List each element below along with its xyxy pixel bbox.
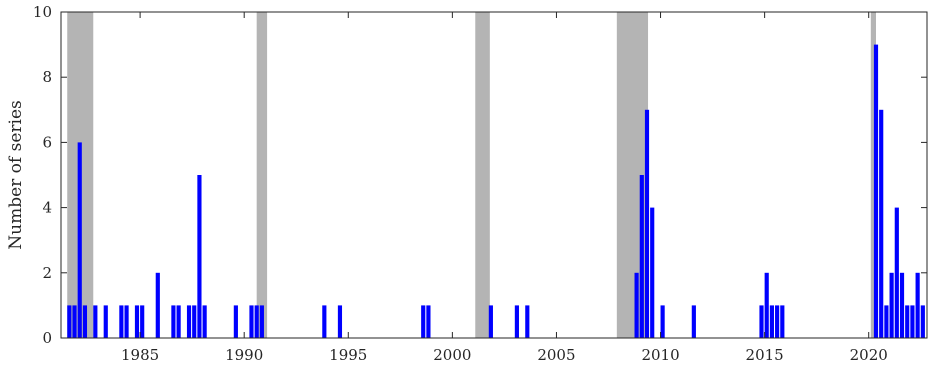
bar-19 (254, 305, 259, 338)
shaded-periods (67, 12, 876, 338)
x-tick-label: 2010 (641, 346, 679, 364)
bar-33 (691, 305, 696, 338)
bar-34 (759, 305, 764, 338)
bar-46 (910, 305, 915, 338)
bar-1 (72, 305, 77, 338)
y-tick-label: 10 (33, 3, 52, 21)
bar-18 (249, 305, 254, 338)
bar-28 (634, 272, 639, 338)
bar-13 (186, 305, 192, 338)
bar-26 (514, 305, 519, 338)
bar-2 (77, 142, 82, 338)
bar-23 (421, 305, 426, 338)
y-tick-label: 0 (42, 329, 52, 347)
bar-11 (171, 305, 176, 338)
y-tick-label: 8 (42, 68, 52, 86)
x-axis-ticks: 1985 1990 1995 2000 2005 2010 2015 2020 (121, 12, 888, 364)
bar-27 (525, 305, 530, 338)
bars (67, 44, 925, 338)
bar-9 (140, 305, 145, 338)
bar-44 (899, 272, 905, 338)
bar-30 (644, 109, 650, 338)
bar-22 (337, 305, 343, 338)
bar-21 (322, 305, 327, 338)
x-tick-label: 1985 (121, 346, 159, 364)
bar-6 (119, 305, 124, 338)
y-tick-label: 2 (42, 264, 52, 282)
bar-5 (103, 305, 108, 338)
x-tick-label: 2020 (850, 346, 888, 364)
bar-36 (769, 305, 774, 338)
x-tick-label: 2015 (746, 346, 784, 364)
x-tick-label: 1995 (329, 346, 367, 364)
bar-48 (920, 305, 925, 338)
y-axis-label: Number of series (6, 100, 26, 249)
shaded-period-2 (475, 12, 490, 338)
bar-37 (775, 305, 780, 338)
bar-31 (650, 207, 655, 338)
bar-45 (905, 305, 910, 338)
plot-frame (60, 11, 928, 339)
bar-3 (82, 305, 88, 338)
bar-16 (202, 305, 207, 338)
y-axis-ticks: 0 2 4 6 8 10 (33, 3, 927, 347)
bar-14 (192, 305, 197, 338)
bar-42 (889, 272, 894, 338)
bar-15 (197, 175, 202, 338)
x-tick-label: 2000 (433, 346, 471, 364)
bar-39 (873, 44, 879, 338)
bar-35 (764, 272, 769, 338)
bar-38 (780, 305, 785, 338)
bar-4 (93, 305, 98, 338)
y-tick-label: 4 (42, 199, 52, 217)
x-tick-label: 2005 (537, 346, 575, 364)
shaded-period-1 (256, 12, 268, 338)
bar-24 (426, 305, 431, 338)
bar-25 (488, 305, 493, 338)
shaded-period-4 (870, 12, 876, 338)
bar-12 (176, 305, 181, 338)
x-tick-label: 1990 (225, 346, 263, 364)
bar-17 (233, 305, 238, 338)
bar-47 (915, 272, 920, 338)
bar-29 (639, 175, 644, 338)
bar-8 (134, 305, 140, 338)
bar-40 (879, 109, 884, 338)
bar-7 (124, 305, 129, 338)
bar-10 (155, 272, 160, 338)
y-tick-label: 6 (42, 133, 52, 151)
bar-43 (894, 207, 899, 338)
bar-32 (660, 305, 665, 338)
bar-20 (259, 305, 264, 338)
bar-0 (67, 305, 72, 338)
bar-41 (884, 305, 889, 338)
